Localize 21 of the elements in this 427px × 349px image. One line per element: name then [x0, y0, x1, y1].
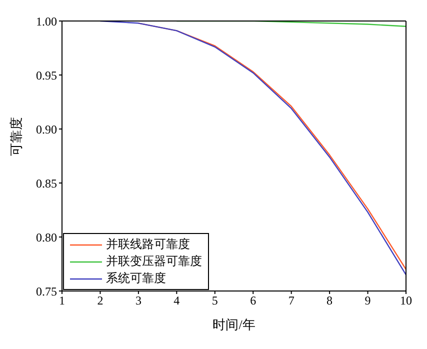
y-tick-label: 0.90: [36, 122, 57, 136]
y-tick-label: 1.00: [36, 14, 57, 28]
legend-label: 系统可靠度: [106, 270, 166, 287]
x-tick-label: 8: [326, 294, 333, 308]
y-axis-title: 可靠度: [8, 117, 24, 156]
legend-label: 并联变压器可靠度: [106, 253, 202, 270]
x-tick-label: 5: [212, 294, 218, 308]
x-axis-title: 时间/年: [212, 317, 256, 332]
y-tick-label: 0.85: [36, 176, 57, 190]
x-tick-label: 7: [288, 294, 294, 308]
legend-label: 并联线路可靠度: [106, 236, 190, 253]
y-tick-label: 0.95: [36, 68, 57, 82]
x-tick-label: 2: [97, 294, 104, 308]
y-tick-label: 0.80: [36, 230, 57, 244]
y-tick-label: 0.75: [36, 284, 57, 298]
x-tick-label: 1: [59, 294, 65, 308]
x-tick-label: 10: [400, 294, 412, 308]
x-tick-label: 9: [364, 294, 371, 308]
x-tick-label: 3: [135, 294, 142, 308]
x-tick-label: 6: [250, 294, 256, 308]
x-tick-label: 4: [174, 294, 180, 308]
